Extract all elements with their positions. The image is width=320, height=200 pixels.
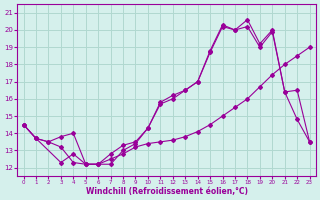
- X-axis label: Windchill (Refroidissement éolien,°C): Windchill (Refroidissement éolien,°C): [85, 187, 248, 196]
